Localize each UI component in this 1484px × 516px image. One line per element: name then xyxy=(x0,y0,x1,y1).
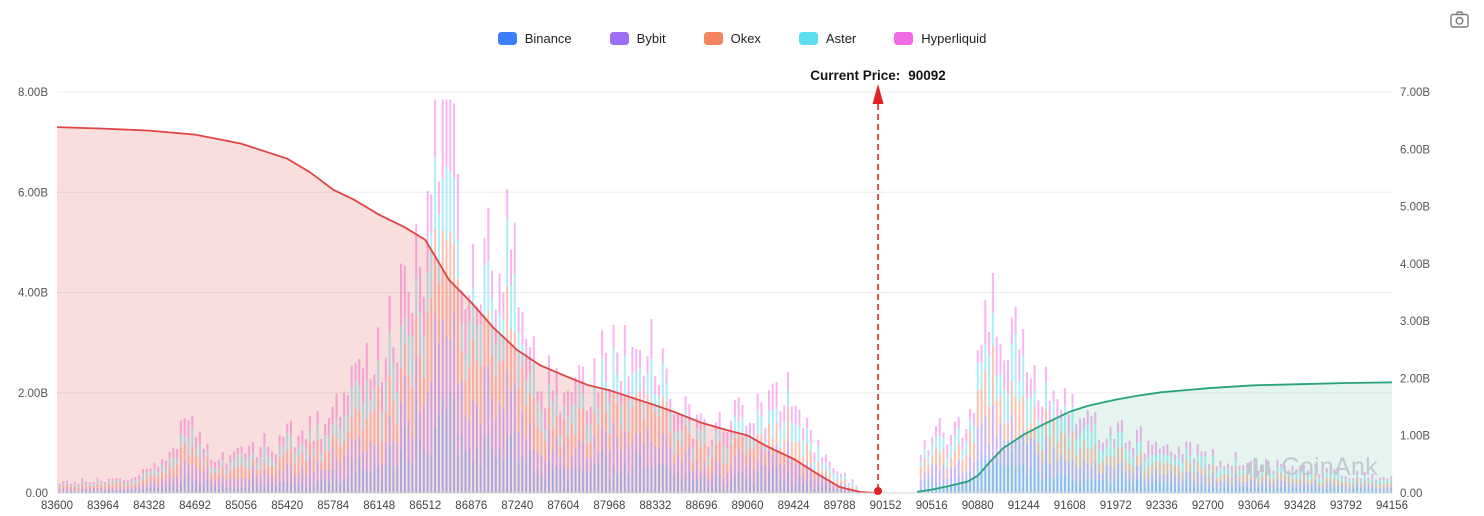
legend-label: Aster xyxy=(825,31,857,46)
x-axis-label: 88332 xyxy=(639,500,671,512)
x-axis-label: 90880 xyxy=(962,500,994,512)
right-axis-label: 7.00B xyxy=(1400,87,1430,99)
x-axis-label: 92336 xyxy=(1146,500,1178,512)
x-axis-label: 88696 xyxy=(686,500,718,512)
current-price-marker xyxy=(872,84,884,495)
right-axis-label: 4.00B xyxy=(1400,259,1430,271)
x-axis-label: 85420 xyxy=(271,500,303,512)
x-axis-label: 87968 xyxy=(593,500,625,512)
right-axis-label: 2.00B xyxy=(1400,373,1430,385)
x-axis-label: 83964 xyxy=(87,500,120,512)
x-axis-label: 85056 xyxy=(225,500,257,512)
x-axis-label: 89060 xyxy=(732,500,764,512)
legend-item-bybit[interactable]: Bybit xyxy=(609,31,666,46)
x-axis-label: 86876 xyxy=(455,500,487,512)
legend-item-binance[interactable]: Binance xyxy=(497,31,572,46)
legend-item-aster[interactable]: Aster xyxy=(798,31,857,46)
legend-item-okex[interactable]: Okex xyxy=(703,31,761,46)
cumulative-liquidations-above-price-area xyxy=(917,382,1392,493)
left-axis-label: 4.00B xyxy=(18,288,48,300)
right-axis-label: 3.00B xyxy=(1400,316,1430,328)
x-axis-label: 93428 xyxy=(1284,500,1316,512)
right-axis-label: 6.00B xyxy=(1400,144,1430,156)
left-axis-labels: 0.00 2.00B 4.00B 6.00B 8.00B xyxy=(18,87,48,500)
legend-swatch-okex xyxy=(703,32,723,45)
legend-label: Bybit xyxy=(636,31,666,46)
legend-swatch-aster xyxy=(798,32,818,45)
cumulative-liquidations-below-price-line xyxy=(56,126,879,494)
x-axis-label: 86148 xyxy=(363,500,395,512)
x-axis-label: 90152 xyxy=(870,500,902,512)
x-axis-label: 90516 xyxy=(916,500,948,512)
x-axis-label: 93792 xyxy=(1330,500,1362,512)
right-axis-label: 0.00 xyxy=(1400,488,1422,500)
x-axis-label: 91244 xyxy=(1008,500,1041,512)
cumulative-liquidations-above-price-line xyxy=(916,381,1393,493)
x-axis-label: 94156 xyxy=(1376,500,1408,512)
left-axis-label: 6.00B xyxy=(18,187,48,199)
legend-label: Hyperliquid xyxy=(921,31,987,46)
x-axis-label: 86512 xyxy=(409,500,441,512)
x-axis-label: 84692 xyxy=(179,500,211,512)
legend-label: Okex xyxy=(730,31,761,46)
legend-item-hyperliquid[interactable]: Hyperliquid xyxy=(894,31,986,46)
x-axis-labels: 83600 83964 84328 84692 85056 85420 85784 86148… xyxy=(41,500,1408,512)
x-axis-label: 91972 xyxy=(1100,500,1132,512)
cumulative-liquidations-below-price-area xyxy=(57,127,878,493)
gridlines xyxy=(57,91,1392,394)
liquidation-bars xyxy=(58,99,1393,494)
x-axis-label: 87240 xyxy=(501,500,533,512)
current-price-label: Current Price: 90092 xyxy=(810,68,946,83)
current-price-value: 90092 xyxy=(908,68,946,83)
x-axis-label: 92700 xyxy=(1192,500,1224,512)
left-axis-label: 8.00B xyxy=(18,87,48,99)
legend-swatch-binance xyxy=(497,32,517,45)
x-axis-label: 89788 xyxy=(824,500,856,512)
right-axis-label: 1.00B xyxy=(1400,431,1430,443)
legend-label: Binance xyxy=(524,31,572,46)
left-axis-label: 2.00B xyxy=(18,388,48,400)
legend: Binance Bybit Okex Aster Hyperliquid xyxy=(0,31,1484,46)
x-axis-label: 93064 xyxy=(1238,500,1271,512)
camera-icon[interactable] xyxy=(1448,9,1471,33)
x-axis-label: 85784 xyxy=(317,500,350,512)
right-axis-label: 5.00B xyxy=(1400,202,1430,214)
legend-swatch-hyperliquid xyxy=(894,32,914,45)
right-axis-labels: 0.00 1.00B 2.00B 3.00B 4.00B 5.00B 6.00B 7.00B xyxy=(1400,87,1430,500)
x-axis-label: 87604 xyxy=(547,500,580,512)
current-price-text: Current Price: xyxy=(810,68,901,83)
left-axis-label: 0.00 xyxy=(26,488,48,500)
x-axis-label: 83600 xyxy=(41,500,73,512)
x-axis-label: 91608 xyxy=(1054,500,1086,512)
legend-swatch-bybit xyxy=(609,32,629,45)
x-axis-label: 89424 xyxy=(778,500,811,512)
x-axis-label: 84328 xyxy=(133,500,165,512)
